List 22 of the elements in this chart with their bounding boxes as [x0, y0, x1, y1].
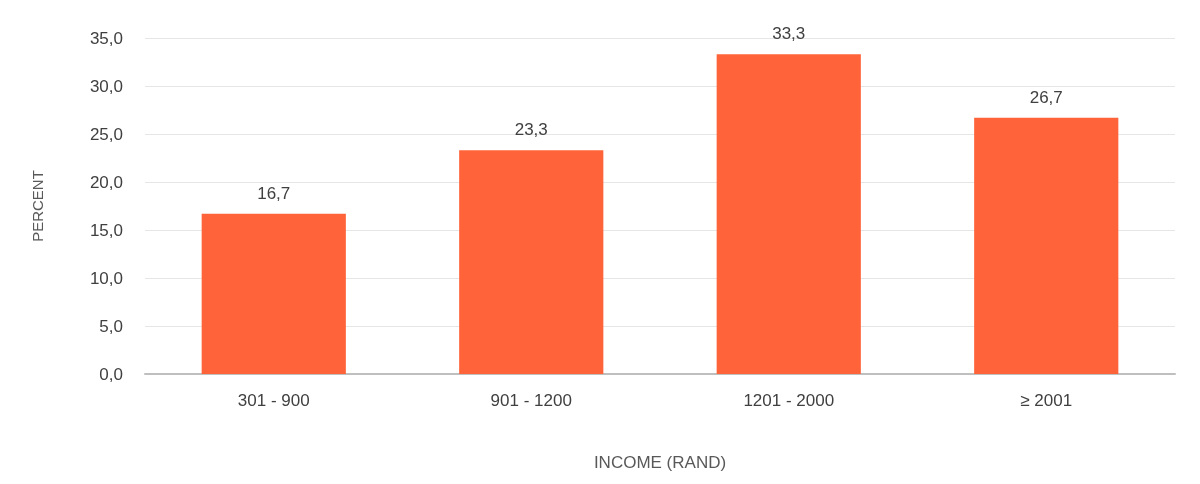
y-tick-label: 10,0 [89, 268, 123, 288]
y-tick-label: 20,0 [89, 172, 123, 192]
y-tick-label: 25,0 [89, 124, 123, 144]
y-tick-label: 0,0 [99, 364, 123, 384]
y-tick-label: 35,0 [89, 28, 123, 48]
data-label: 26,7 [1029, 87, 1063, 107]
x-tick-label: 301 - 900 [237, 391, 310, 410]
x-axis-title: INCOME (RAND) [593, 453, 727, 472]
bar [716, 54, 861, 374]
bar [974, 117, 1119, 374]
y-tick-label: 5,0 [99, 316, 123, 336]
data-label: 33,3 [772, 24, 806, 44]
y-axis-title: PERCENT [29, 170, 46, 242]
x-tick-label: 901 - 1200 [490, 391, 572, 410]
x-tick-label: 1201 - 2000 [743, 391, 835, 410]
bar [459, 150, 604, 374]
y-tick-label: 15,0 [89, 220, 123, 240]
y-tick-label: 30,0 [89, 76, 123, 96]
bar [201, 213, 346, 374]
x-tick-label: ≥ 2001 [1020, 391, 1073, 410]
data-label: 16,7 [257, 183, 291, 203]
data-label: 23,3 [514, 120, 548, 140]
